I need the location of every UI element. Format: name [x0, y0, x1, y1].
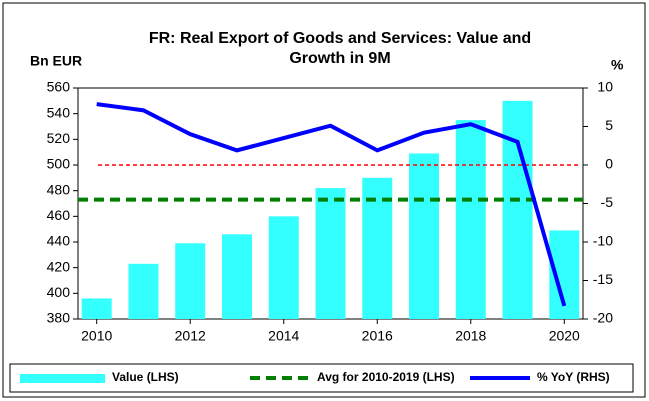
y-tick-label: 520: [47, 130, 71, 146]
legend-label: Value (LHS): [112, 370, 179, 384]
y2-tick-label: -5: [601, 194, 614, 210]
y-axis-label: Bn EUR: [30, 53, 82, 69]
bar: [128, 263, 159, 319]
x-tick-label: 2010: [81, 328, 112, 344]
bar: [268, 216, 299, 319]
legend-label: % YoY (RHS): [537, 370, 610, 384]
bar: [81, 298, 112, 319]
legend-swatch: [20, 374, 105, 383]
chart-title: FR: Real Export of Goods and Services: V…: [148, 30, 532, 67]
x-tick-label: 2018: [455, 328, 486, 344]
bar: [221, 234, 252, 319]
chart-border: [2, 2, 646, 398]
y2-tick-label: -10: [593, 233, 613, 249]
x-tick-label: 2020: [549, 328, 580, 344]
bar: [455, 120, 486, 319]
y-tick-label: 540: [47, 104, 71, 120]
y2-tick-label: 5: [605, 117, 613, 133]
x-tick-label: 2014: [268, 328, 299, 344]
y2-tick-label: 10: [597, 79, 613, 95]
y-tick-label: 420: [47, 258, 71, 274]
x-tick-label: 2016: [362, 328, 393, 344]
y-tick-label: 400: [47, 284, 71, 300]
y-tick-label: 440: [47, 233, 71, 249]
y2-tick-label: 0: [605, 156, 613, 172]
y-tick-label: 480: [47, 181, 71, 197]
legend-label: Avg for 2010-2019 (LHS): [317, 370, 455, 384]
y-tick-label: 560: [47, 79, 71, 95]
bar: [175, 243, 206, 319]
legend-box: [9, 363, 634, 393]
bar: [409, 153, 440, 319]
x-tick-label: 2012: [175, 328, 206, 344]
y-tick-label: 460: [47, 207, 71, 223]
yoy-line: [96, 102, 567, 307]
y2-tick-label: -20: [593, 310, 613, 326]
y-tick-label: 380: [47, 310, 71, 326]
bar: [315, 188, 346, 319]
y2-axis-label: %: [611, 57, 624, 73]
y-tick-label: 500: [47, 156, 71, 172]
bar: [502, 100, 533, 319]
y2-tick-label: -15: [593, 271, 613, 287]
